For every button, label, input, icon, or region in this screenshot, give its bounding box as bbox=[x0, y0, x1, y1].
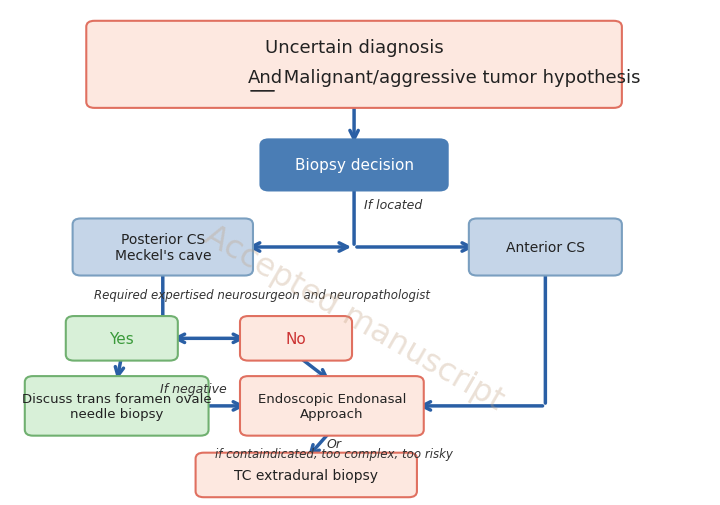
Text: If negative: If negative bbox=[160, 382, 227, 395]
Text: Biopsy decision: Biopsy decision bbox=[294, 158, 413, 173]
Text: No: No bbox=[286, 331, 307, 346]
Text: And: And bbox=[248, 69, 283, 87]
Text: If located: If located bbox=[364, 198, 423, 212]
Text: Yes: Yes bbox=[109, 331, 134, 346]
Text: Posterior CS
Meckel's cave: Posterior CS Meckel's cave bbox=[114, 232, 211, 263]
Text: Required expertised neurosurgeon and neuropathologist: Required expertised neurosurgeon and neu… bbox=[94, 288, 431, 301]
Text: Accepted manuscript: Accepted manuscript bbox=[199, 219, 509, 416]
FancyBboxPatch shape bbox=[24, 376, 209, 436]
Text: TC extradural biopsy: TC extradural biopsy bbox=[234, 468, 378, 482]
FancyBboxPatch shape bbox=[261, 140, 448, 191]
FancyBboxPatch shape bbox=[240, 317, 352, 361]
Text: Malignant/aggressive tumor hypothesis: Malignant/aggressive tumor hypothesis bbox=[278, 69, 641, 87]
Text: Anterior CS: Anterior CS bbox=[506, 240, 585, 255]
FancyBboxPatch shape bbox=[73, 219, 253, 276]
FancyBboxPatch shape bbox=[86, 22, 622, 109]
Text: Uncertain diagnosis: Uncertain diagnosis bbox=[265, 39, 444, 57]
Text: Discuss trans foramen ovale
needle biopsy: Discuss trans foramen ovale needle biops… bbox=[22, 392, 212, 420]
Text: Endoscopic Endonasal
Approach: Endoscopic Endonasal Approach bbox=[258, 392, 406, 420]
Text: Or: Or bbox=[326, 437, 341, 450]
FancyBboxPatch shape bbox=[66, 317, 178, 361]
FancyBboxPatch shape bbox=[240, 376, 424, 436]
Text: if containdicated, too complex, too risky: if containdicated, too complex, too risk… bbox=[215, 447, 453, 460]
FancyBboxPatch shape bbox=[469, 219, 622, 276]
FancyBboxPatch shape bbox=[196, 453, 417, 497]
